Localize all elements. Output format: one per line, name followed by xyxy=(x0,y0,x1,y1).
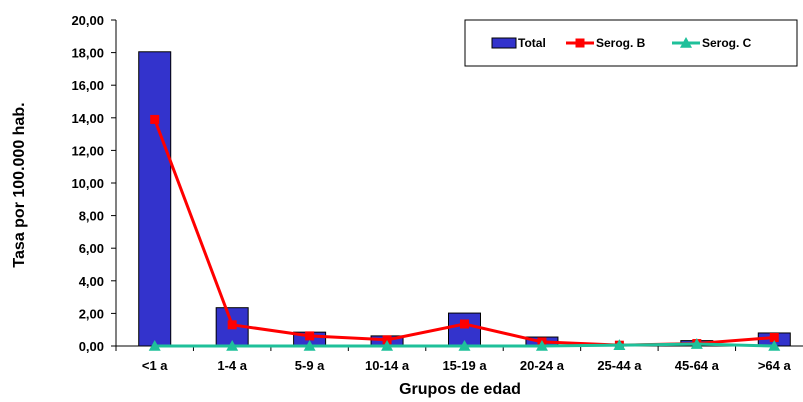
y-tick-label: 2,00 xyxy=(79,306,104,321)
point-marker xyxy=(680,37,692,48)
point-marker xyxy=(148,340,161,351)
point-marker xyxy=(226,340,239,351)
point-marker xyxy=(613,339,626,350)
point-marker xyxy=(382,335,392,345)
point-marker xyxy=(535,340,548,351)
legend-label: Serog. C xyxy=(702,36,752,50)
legend-label: Serog. B xyxy=(596,36,646,50)
y-tick-label: 8,00 xyxy=(79,209,104,224)
x-tick-label: <1 a xyxy=(142,358,168,373)
y-tick-label: 0,00 xyxy=(79,339,104,354)
point-marker xyxy=(690,338,703,349)
bar xyxy=(138,51,172,347)
point-marker xyxy=(150,114,160,124)
x-tick-label: 1-4 a xyxy=(217,358,247,373)
point-marker xyxy=(575,38,585,48)
y-ticks: 0,00 2,00 4,00 6,00 8,00 10,00 12,00 14,00 16,00… xyxy=(71,13,116,354)
y-tick-label: 12,00 xyxy=(71,143,104,158)
y-tick-label: 6,00 xyxy=(79,241,104,256)
y-axis-title: Tasa por 100.000 hab. xyxy=(11,102,28,267)
x-ticks: <1 a 1-4 a 5-9 a 10-14 a 15-19 a 20-24 a 25-44… xyxy=(115,346,792,373)
point-marker xyxy=(305,331,315,341)
point-marker xyxy=(768,340,781,351)
point-marker xyxy=(458,340,471,351)
y-tick-label: 14,00 xyxy=(71,111,104,126)
point-marker xyxy=(381,340,394,351)
legend: Total Serog. B Serog. C xyxy=(464,19,798,67)
legend-swatch xyxy=(491,37,517,49)
x-tick-label: 20-24 a xyxy=(520,358,565,373)
y-tick-label: 18,00 xyxy=(71,46,104,61)
point-marker xyxy=(227,320,237,330)
point-marker xyxy=(460,319,469,329)
y-tick-label: 20,00 xyxy=(71,13,104,28)
point-marker xyxy=(769,333,779,343)
x-tick-label: >64 a xyxy=(758,358,792,373)
x-tick-label: 15-19 a xyxy=(442,358,487,373)
bar-series xyxy=(138,51,791,347)
legend-label: Total xyxy=(518,36,546,50)
y-tick-label: 4,00 xyxy=(79,274,104,289)
point-marker xyxy=(303,340,316,351)
y-tick-label: 10,00 xyxy=(71,176,104,191)
y-tick-label: 16,00 xyxy=(71,78,104,93)
legend-box xyxy=(464,19,798,67)
x-tick-label: 45-64 a xyxy=(675,358,720,373)
x-tick-label: 10-14 a xyxy=(365,358,410,373)
x-tick-label: 25-44 a xyxy=(597,358,642,373)
x-tick-label: 5-9 a xyxy=(295,358,325,373)
x-axis-title: Grupos de edad xyxy=(399,381,521,398)
line-series xyxy=(148,114,781,351)
